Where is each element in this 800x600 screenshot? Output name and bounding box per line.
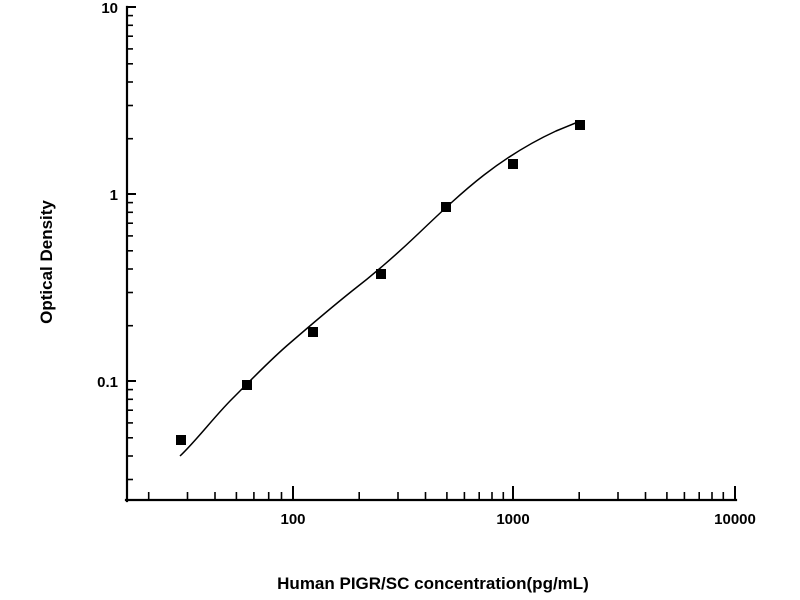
x-tick-label-1000: 1000	[496, 511, 529, 528]
data-markers	[176, 120, 585, 445]
y-tick-label-0.1: 0.1	[97, 374, 118, 391]
x-axis-ticks	[147, 486, 736, 500]
x-tick-label-10000: 10000	[714, 511, 756, 528]
data-point-3	[308, 327, 318, 337]
fitted-curve	[179, 121, 579, 457]
y-axis-title: Optical Density	[37, 200, 56, 324]
data-point-7	[575, 120, 585, 130]
x-axis-title: Human PIGR/SC concentration(pg/mL)	[277, 574, 589, 593]
y-tick-label-10: 10	[101, 0, 118, 17]
y-tick-label-1: 1	[110, 187, 118, 204]
data-point-6	[508, 159, 518, 169]
data-point-1	[176, 435, 186, 445]
y-axis-ticks	[127, 6, 136, 481]
data-point-5	[441, 202, 451, 212]
data-point-2	[242, 380, 252, 390]
x-tick-label-100: 100	[280, 511, 305, 528]
data-point-4	[376, 269, 386, 279]
